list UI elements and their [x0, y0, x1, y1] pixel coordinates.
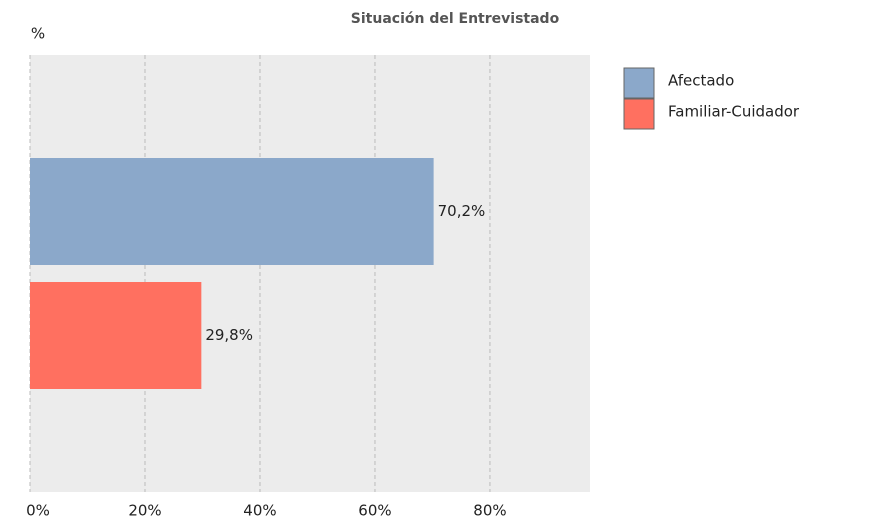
legend-label: Familiar-Cuidador [668, 103, 800, 121]
x-tick-label: 40% [243, 502, 276, 520]
x-tick-label: 20% [128, 502, 161, 520]
legend-swatch [623, 98, 655, 130]
x-tick-label: 0% [26, 502, 50, 520]
bar [30, 282, 202, 389]
data-label: 70,2% [438, 202, 486, 220]
data-label: 29,8% [205, 326, 253, 344]
legend-swatch [623, 67, 655, 99]
plot-area [30, 55, 590, 492]
x-tick-label: 60% [358, 502, 391, 520]
chart-title: Situación del Entrevistado [351, 11, 560, 27]
bar [30, 158, 434, 265]
x-tick-label: 80% [473, 502, 506, 520]
axis-label: % [31, 25, 45, 43]
legend-label: Afectado [668, 72, 734, 90]
